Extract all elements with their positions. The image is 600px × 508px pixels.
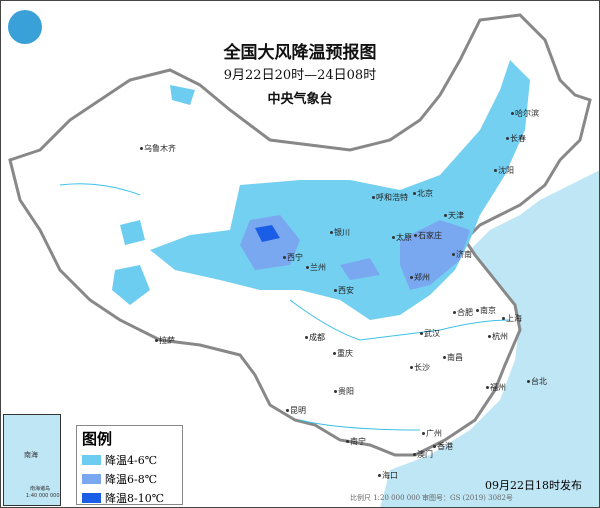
city-label: 乌鲁木齐 — [140, 143, 176, 154]
forecast-period: 9月22日20时—24日08时 — [223, 68, 377, 83]
cooling-8-10-area — [255, 225, 280, 242]
city-label: 澳门 — [413, 449, 433, 460]
legend-item: 降温6-8℃ — [82, 471, 182, 487]
city-label: 武汉 — [420, 328, 440, 339]
review-number: 审图号：GS (2019) 3082号 — [422, 494, 513, 502]
south-china-sea-inset: 南海 南海诸岛 1:40 000 000 — [3, 414, 61, 506]
legend-label: 降温6-8℃ — [105, 473, 158, 486]
city-label: 石家庄 — [414, 230, 442, 241]
city-label: 长春 — [506, 133, 526, 144]
city-label: 成都 — [305, 332, 325, 343]
issuer: 中央气象台 — [267, 92, 333, 107]
legend-label: 降温8-10℃ — [105, 492, 165, 505]
legend-swatch — [82, 493, 101, 503]
city-label: 台北 — [527, 376, 547, 387]
legend-item: 降温4-6℃ — [82, 452, 182, 468]
city-label: 海口 — [378, 470, 398, 481]
city-label: 银川 — [330, 227, 350, 238]
city-label: 天津 — [444, 210, 464, 221]
city-label: 南昌 — [443, 352, 463, 363]
city-label: 南宁 — [346, 436, 366, 447]
city-label: 兰州 — [306, 262, 326, 273]
city-label: 沈阳 — [494, 165, 514, 176]
map-title: 全国大风降温预报图 — [223, 43, 377, 63]
city-label: 香港 — [433, 441, 453, 452]
issue-time: 09月22日18时发布 — [485, 479, 582, 492]
city-label: 贵阳 — [334, 386, 354, 397]
city-label: 杭州 — [488, 331, 508, 342]
inset-scale: 1:40 000 000 — [26, 493, 60, 499]
city-label: 长沙 — [410, 362, 430, 373]
legend-swatch — [82, 455, 101, 465]
city-label: 南京 — [476, 305, 496, 316]
legend-title: 图例 — [82, 430, 113, 448]
inset-islands-label: 南海诸岛 — [30, 486, 51, 492]
city-label: 重庆 — [333, 348, 353, 359]
city-label: 太原 — [392, 232, 412, 243]
sea-area — [380, 170, 600, 508]
cma-logo — [8, 10, 42, 44]
legend-item: 降温8-10℃ — [82, 490, 182, 506]
city-label: 西安 — [334, 285, 354, 296]
city-label: 昆明 — [286, 405, 306, 416]
legend-label: 降温4-6℃ — [105, 454, 158, 467]
city-label: 郑州 — [410, 272, 430, 283]
city-label: 广州 — [422, 428, 442, 439]
map-scale: 比例尺 1:20 000 000 — [350, 494, 421, 502]
city-label: 济南 — [452, 249, 472, 260]
legend: 图例 降温4-6℃ 降温6-8℃ 降温8-10℃ — [76, 425, 183, 505]
city-label: 北京 — [413, 188, 433, 199]
city-label: 西宁 — [283, 252, 303, 263]
inset-sea-label: 南海 — [24, 451, 38, 459]
city-label: 呼和浩特 — [372, 192, 408, 203]
city-label: 上海 — [502, 313, 522, 324]
city-label: 福州 — [486, 382, 506, 393]
city-label: 合肥 — [453, 307, 473, 318]
city-label: 哈尔滨 — [511, 108, 539, 119]
west-cooling-patches — [112, 85, 195, 305]
rivers — [59, 183, 511, 431]
city-label: 拉萨 — [155, 335, 175, 346]
legend-swatch — [82, 474, 101, 484]
